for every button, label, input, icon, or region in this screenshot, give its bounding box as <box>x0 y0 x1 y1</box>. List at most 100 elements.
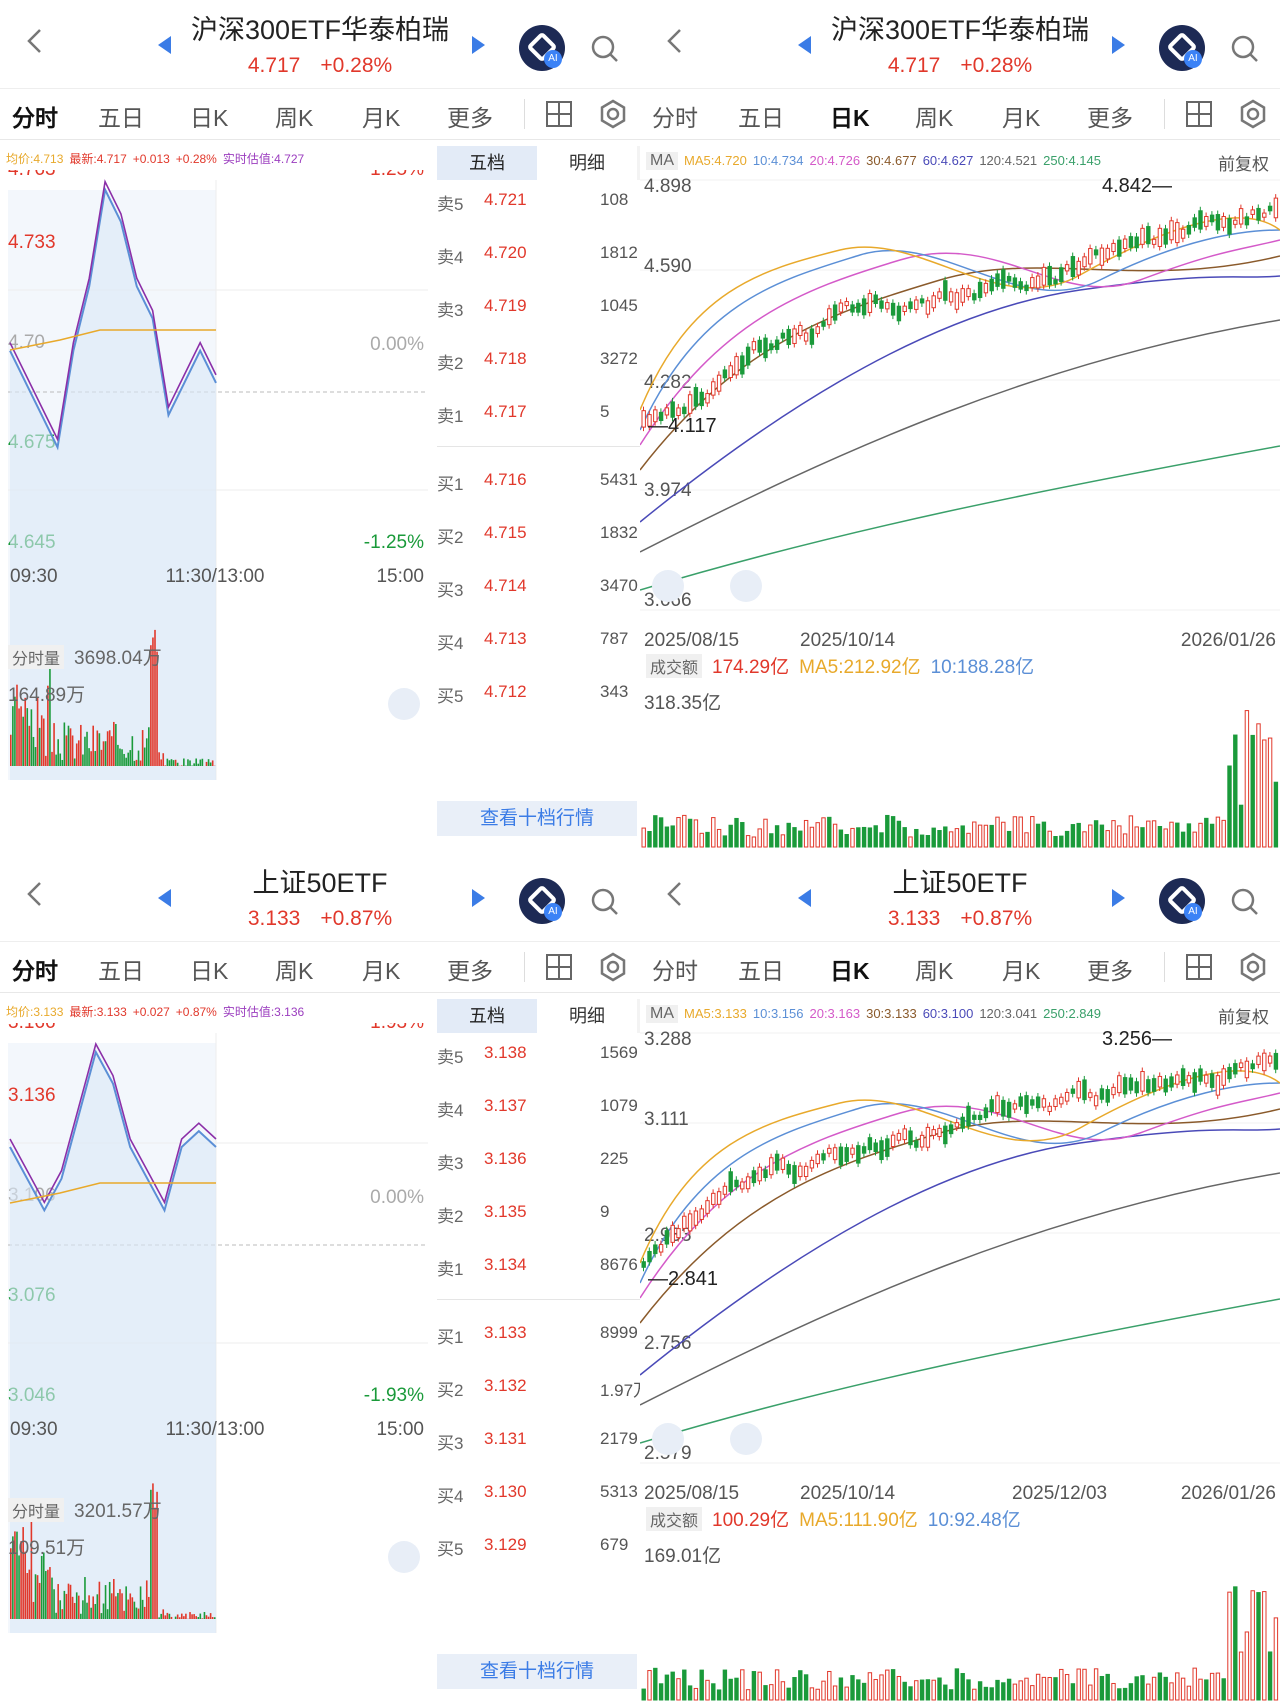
search-icon[interactable] <box>1230 887 1258 915</box>
tab-4[interactable]: 月K <box>1002 958 1041 984</box>
candle <box>792 328 797 344</box>
adjust-type[interactable]: 前复权 <box>1218 1008 1269 1027</box>
ai-assistant-icon[interactable]: AI <box>519 878 565 924</box>
expand-icon[interactable] <box>388 1541 420 1573</box>
candle <box>1175 222 1180 244</box>
volume-bar <box>22 716 24 766</box>
ma-dropdown[interactable]: MA <box>646 1005 678 1023</box>
volume-bar <box>133 760 136 766</box>
book-tab-detail[interactable]: 明细 <box>537 146 637 180</box>
book-row: 买5 3.129 679 <box>437 1535 640 1565</box>
candle <box>983 282 989 294</box>
tab-5[interactable]: 更多 <box>1087 958 1133 984</box>
volume-bar <box>838 829 844 848</box>
ai-assistant-icon[interactable]: AI <box>1159 878 1205 924</box>
layout-grid-icon[interactable] <box>546 954 572 980</box>
volume-bar <box>135 759 138 766</box>
volume-dropdown[interactable]: 成交额 <box>646 654 703 678</box>
volume-bar <box>995 816 1000 848</box>
volume-dropdown[interactable]: 分时量 <box>8 645 65 669</box>
adjust-type[interactable]: 前复权 <box>1218 155 1269 174</box>
volume-bar <box>780 834 786 848</box>
fast-forward-icon[interactable] <box>652 570 684 602</box>
ai-assistant-icon[interactable]: AI <box>519 25 565 71</box>
volume-dropdown[interactable]: 成交额 <box>646 1507 703 1531</box>
ai-assistant-icon[interactable]: AI <box>1159 25 1205 71</box>
tab-1[interactable]: 五日 <box>738 958 784 984</box>
search-icon[interactable] <box>590 34 618 62</box>
tab-0[interactable]: 分时 <box>12 105 58 131</box>
back-icon[interactable] <box>664 28 686 53</box>
tab-2[interactable]: 日K <box>190 105 229 131</box>
tab-3[interactable]: 周K <box>915 958 954 984</box>
back-icon[interactable] <box>664 881 686 906</box>
tab-0[interactable]: 分时 <box>12 958 58 984</box>
volume-dropdown[interactable]: 分时量 <box>8 1498 65 1522</box>
book-tab-five[interactable]: 五档 <box>437 146 537 180</box>
prev-arrow-icon[interactable] <box>158 36 171 54</box>
tab-3[interactable]: 周K <box>275 958 314 984</box>
candle <box>1198 210 1203 230</box>
ma-dropdown[interactable]: MA <box>646 152 678 170</box>
tab-0[interactable]: 分时 <box>652 958 698 984</box>
tab-4[interactable]: 月K <box>362 105 401 131</box>
settings-icon[interactable] <box>1238 952 1268 982</box>
daily-kline-chart: 3.2883.1112.9332.7562.5793.256——2.841202… <box>640 1028 1280 1701</box>
candle <box>745 346 751 366</box>
tab-3[interactable]: 周K <box>915 105 954 131</box>
book-tab-five[interactable]: 五档 <box>437 999 537 1033</box>
volume-bar <box>12 706 14 766</box>
tab-4[interactable]: 月K <box>1002 105 1041 131</box>
tab-2[interactable]: 日K <box>190 958 229 984</box>
tab-3[interactable]: 周K <box>275 105 314 131</box>
high-label: 3.256— <box>1102 1028 1172 1050</box>
layout-grid-icon[interactable] <box>1186 101 1212 127</box>
volume-bar <box>1163 828 1168 848</box>
prev-arrow-icon[interactable] <box>798 889 811 907</box>
volume-bar <box>205 761 208 766</box>
tab-5[interactable]: 更多 <box>1087 105 1133 131</box>
candle <box>798 325 803 336</box>
tab-0[interactable]: 分时 <box>652 105 698 131</box>
next-arrow-icon[interactable] <box>1112 889 1125 907</box>
volume-bar <box>71 735 74 766</box>
tab-1[interactable]: 五日 <box>738 105 784 131</box>
volume-bar <box>20 1541 22 1619</box>
candle <box>751 1170 757 1184</box>
ten-level-button[interactable]: 查看十档行情 <box>437 801 637 836</box>
book-volume: 3470 <box>600 576 638 595</box>
expand-icon[interactable] <box>730 1423 762 1455</box>
next-arrow-icon[interactable] <box>1112 36 1125 54</box>
prev-arrow-icon[interactable] <box>798 36 811 54</box>
expand-icon[interactable] <box>388 688 420 720</box>
tab-2[interactable]: 日K <box>830 958 870 984</box>
settings-icon[interactable] <box>598 952 628 982</box>
search-icon[interactable] <box>590 887 618 915</box>
tab-5[interactable]: 更多 <box>447 958 493 984</box>
back-icon[interactable] <box>24 881 46 906</box>
tab-2[interactable]: 日K <box>830 105 870 131</box>
ten-level-button[interactable]: 查看十档行情 <box>437 1654 637 1689</box>
tab-4[interactable]: 月K <box>362 958 401 984</box>
fast-forward-icon[interactable] <box>652 1423 684 1455</box>
settings-icon[interactable] <box>1238 99 1268 129</box>
candle <box>1157 227 1163 247</box>
book-tab-detail[interactable]: 明细 <box>537 999 637 1033</box>
tab-5[interactable]: 更多 <box>447 105 493 131</box>
volume-bar <box>123 1610 125 1619</box>
back-icon[interactable] <box>24 28 46 53</box>
candle <box>1192 1072 1197 1093</box>
tab-1[interactable]: 五日 <box>98 105 144 131</box>
expand-icon[interactable] <box>730 570 762 602</box>
search-icon[interactable] <box>1230 34 1258 62</box>
candle <box>995 273 1000 287</box>
tab-1[interactable]: 五日 <box>98 958 144 984</box>
next-arrow-icon[interactable] <box>472 889 485 907</box>
settings-icon[interactable] <box>598 99 628 129</box>
layout-grid-icon[interactable] <box>546 101 572 127</box>
layout-grid-icon[interactable] <box>1186 954 1212 980</box>
prev-arrow-icon[interactable] <box>158 889 171 907</box>
next-arrow-icon[interactable] <box>472 36 485 54</box>
volume-bar <box>821 817 826 848</box>
price-tick: 3.111 <box>644 1109 689 1130</box>
